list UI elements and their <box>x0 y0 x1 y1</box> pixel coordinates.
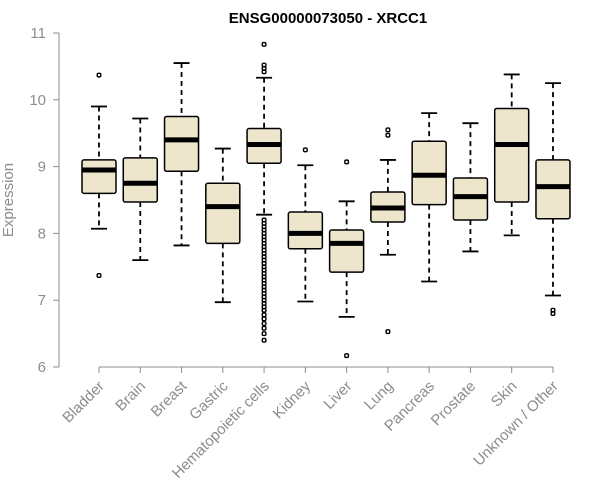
outlier-point <box>261 69 267 75</box>
box <box>122 157 159 203</box>
box-group <box>287 147 324 303</box>
outlier-point <box>550 311 556 317</box>
x-tick-label: Kidney <box>270 377 315 422</box>
y-axis: 6 7 8 9 10 11 <box>29 25 60 376</box>
outlier-point <box>261 337 267 343</box>
x-tick-label: Prostate <box>428 378 480 430</box>
box-group <box>246 41 282 343</box>
box-group <box>452 122 489 253</box>
box <box>493 107 530 203</box>
box-group <box>370 127 406 335</box>
y-tick-label: 6 <box>38 359 46 376</box>
box <box>81 159 117 195</box>
x-tick-label: Brain <box>112 378 149 415</box>
box-group <box>411 112 447 283</box>
y-tick-label: 11 <box>30 25 46 42</box>
y-axis-label: Expression <box>0 163 17 237</box>
x-tick-label: Breast <box>148 377 191 420</box>
outlier-point <box>96 72 102 78</box>
outlier-point <box>261 325 267 331</box>
box-group <box>205 147 241 304</box>
y-tick-label: 10 <box>29 92 46 109</box>
outlier-point <box>344 353 350 359</box>
y-tick-label: 8 <box>38 225 46 242</box>
box-group <box>122 117 159 262</box>
x-tick-label: Liver <box>320 378 355 413</box>
box-group <box>535 82 571 317</box>
x-tick-label: Lung <box>361 378 397 414</box>
y-tick-label: 9 <box>38 159 46 176</box>
box <box>205 182 241 245</box>
outlier-point <box>385 329 391 335</box>
box-group <box>493 73 530 237</box>
box-group <box>328 159 365 359</box>
outlier-point <box>261 316 267 322</box>
outlier-point <box>302 147 308 153</box>
plot-area <box>81 41 571 359</box>
outlier-point <box>261 331 267 337</box>
box <box>328 229 365 273</box>
outlier-point <box>344 159 350 165</box>
outlier-point <box>385 132 391 138</box>
box <box>163 115 200 173</box>
outlier-point <box>385 127 391 133</box>
chart-title: ENSG00000073050 - XRCC1 <box>229 10 427 27</box>
outlier-point <box>96 272 102 278</box>
x-tick-label: Skin <box>488 378 521 411</box>
box <box>287 211 324 250</box>
box-group <box>163 62 200 247</box>
outlier-point <box>261 312 267 318</box>
outlier-point <box>261 307 267 313</box>
box-group <box>81 72 117 278</box>
box <box>535 159 571 220</box>
outlier-point <box>261 41 267 47</box>
x-tick-label: Bladder <box>59 378 108 427</box>
outlier-point <box>261 321 267 327</box>
y-tick-label: 7 <box>38 292 46 309</box>
